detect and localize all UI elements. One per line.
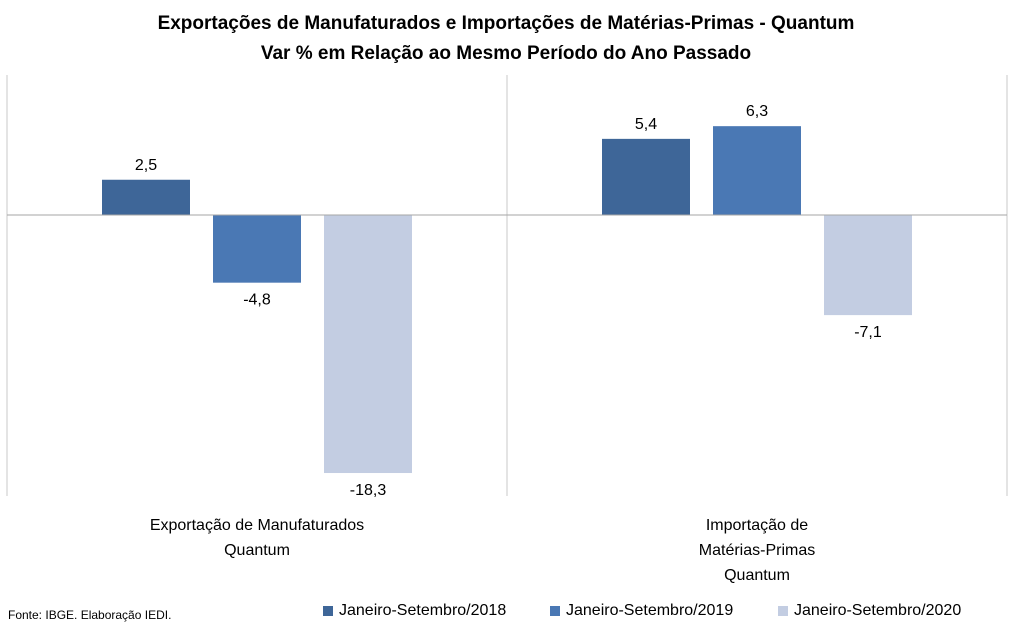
source-note: Fonte: IBGE. Elaboração IEDI. (8, 608, 172, 622)
bar (213, 215, 301, 283)
category-label-importacao: Importação de Matérias-Primas Quantum (557, 513, 957, 588)
legend-swatch-2020 (778, 606, 788, 616)
legend-item-2020: Janeiro-Setembro/2020 (778, 600, 961, 622)
data-label: -4,8 (243, 292, 271, 309)
data-label: 5,4 (635, 116, 657, 133)
category-label-line: Quantum (724, 567, 790, 584)
category-label-line: Importação de (705, 517, 809, 534)
bar (324, 215, 412, 474)
category-label-line: Quantum (224, 542, 290, 559)
category-label-exportacao: Exportação de Manufaturados Quantum (57, 513, 457, 563)
bar (824, 215, 912, 316)
legend-swatch-2018 (323, 606, 333, 616)
chart-subtitle: Var % em Relação ao Mesmo Período do Ano… (260, 43, 752, 64)
bar (102, 179, 190, 215)
legend-label-2020: Janeiro-Setembro/2020 (794, 602, 962, 619)
bar (602, 138, 690, 215)
legend-label-2019: Janeiro-Setembro/2019 (566, 602, 734, 619)
category-label-line: Exportação de Manufaturados (149, 517, 365, 534)
data-label: -18,3 (350, 482, 387, 499)
legend-item-2019: Janeiro-Setembro/2019 (550, 600, 733, 622)
data-label: -7,1 (854, 324, 882, 341)
data-label: 2,5 (135, 157, 157, 174)
chart-title: Exportações de Manufaturados e Importaçõ… (157, 13, 855, 34)
bar (713, 126, 801, 215)
legend-item-2018: Janeiro-Setembro/2018 (323, 600, 506, 622)
legend-swatch-2019 (550, 606, 560, 616)
legend-label-2018: Janeiro-Setembro/2018 (339, 602, 507, 619)
data-label: 6,3 (746, 103, 768, 120)
category-label-line: Matérias-Primas (698, 542, 816, 559)
